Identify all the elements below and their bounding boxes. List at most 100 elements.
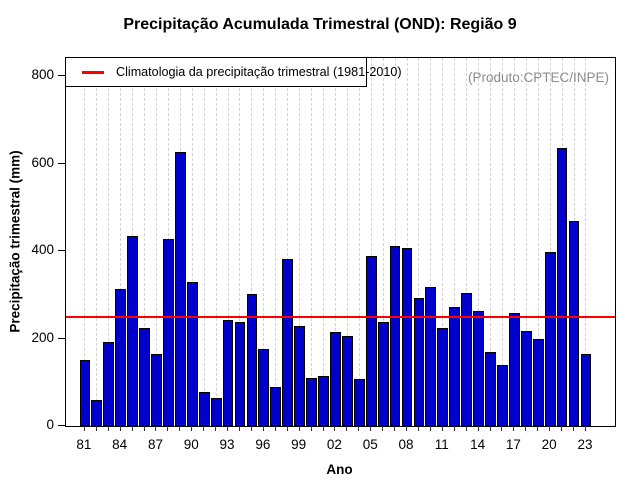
x-tick (346, 426, 348, 431)
x-tick (406, 426, 407, 431)
gridline (430, 58, 432, 426)
gridline (358, 58, 360, 426)
gridline (191, 58, 193, 426)
bar-1985 (127, 235, 139, 426)
gridline (323, 58, 324, 426)
x-tick (179, 426, 181, 431)
bar-1999 (294, 326, 306, 426)
gridline (466, 58, 468, 426)
x-tick (274, 426, 276, 431)
y-tick-label-200: 200 (31, 329, 54, 345)
x-tick (298, 426, 300, 431)
gridline (311, 58, 313, 426)
bar-2012 (449, 307, 461, 426)
x-tick-label-90: 90 (183, 437, 199, 452)
gridline (346, 58, 348, 426)
x-tick-label-20: 20 (541, 437, 557, 452)
bar-2011 (437, 327, 449, 426)
bar-2014 (473, 311, 484, 426)
bar-2013 (461, 293, 473, 426)
x-tick-label-99: 99 (291, 437, 307, 452)
x-tick (95, 426, 97, 431)
bar-2001 (318, 376, 329, 426)
gridline (490, 58, 492, 426)
x-tick (394, 426, 396, 431)
gridline (275, 58, 277, 426)
x-tick (203, 426, 205, 431)
y-tick (58, 425, 65, 426)
x-tick (501, 426, 503, 431)
bar-1990 (186, 281, 198, 426)
x-tick (477, 426, 479, 431)
x-tick (238, 426, 240, 431)
x-tick (191, 426, 193, 431)
x-tick-label-14: 14 (470, 437, 486, 452)
bar-1986 (139, 328, 150, 426)
gridline (382, 58, 384, 426)
gridline (263, 58, 265, 426)
bar-1982 (91, 400, 103, 426)
bar-1993 (222, 320, 234, 426)
x-tick (334, 426, 336, 431)
x-tick-label-11: 11 (434, 437, 449, 452)
y-tick-label-0: 0 (46, 417, 54, 432)
gridline (203, 58, 205, 426)
x-tick (525, 426, 527, 431)
bar-2016 (497, 365, 508, 426)
x-tick-label-84: 84 (112, 437, 128, 452)
x-tick (537, 426, 539, 431)
x-tick (215, 426, 217, 431)
gridline (537, 58, 539, 426)
bar-2023 (580, 353, 592, 426)
bar-1998 (282, 259, 294, 426)
x-tick (310, 426, 312, 431)
climatology-line (66, 315, 615, 318)
x-tick-label-08: 08 (398, 437, 414, 452)
bar-2021 (556, 147, 568, 426)
source-label: (Produto:CPTEC/INPE) (467, 70, 609, 85)
bar-1989 (174, 151, 186, 426)
bar-2015 (485, 352, 496, 426)
x-tick (131, 426, 133, 431)
chart-title: Precipitação Acumulada Trimestral (OND):… (123, 16, 517, 33)
gridline (513, 58, 515, 426)
gridline (585, 58, 587, 426)
y-tick (58, 337, 65, 339)
x-tick-label-81: 81 (76, 437, 92, 452)
x-tick (549, 426, 551, 431)
gridline (144, 58, 146, 426)
x-tick (286, 426, 288, 431)
bar-1983 (103, 342, 115, 426)
x-tick (489, 426, 491, 431)
x-tick (513, 426, 515, 431)
bar-2000 (306, 377, 317, 426)
gridline (454, 58, 456, 426)
x-tick-label-96: 96 (255, 437, 271, 452)
x-tick-label-17: 17 (505, 437, 521, 452)
x-tick (155, 426, 157, 431)
gridline (478, 58, 480, 426)
bar-1984 (115, 289, 127, 426)
bar-1995 (246, 293, 258, 426)
bar-2008 (401, 247, 413, 426)
x-tick (143, 426, 145, 431)
gridline (120, 58, 122, 426)
bar-1987 (151, 353, 162, 426)
x-tick (429, 426, 431, 431)
y-tick (58, 75, 65, 77)
y-tick-label-400: 400 (31, 242, 54, 258)
x-tick (382, 426, 384, 431)
bar-2022 (568, 221, 580, 426)
legend-line-icon (82, 70, 104, 74)
bar-2019 (532, 338, 544, 426)
bar-2006 (377, 322, 389, 426)
bar-1992 (210, 398, 222, 426)
bar-2017 (508, 313, 520, 426)
x-tick (561, 426, 563, 431)
x-tick (119, 426, 121, 431)
bar-2005 (365, 255, 377, 426)
bar-2010 (425, 287, 437, 426)
bar-2002 (330, 332, 341, 426)
x-tick (453, 426, 455, 431)
